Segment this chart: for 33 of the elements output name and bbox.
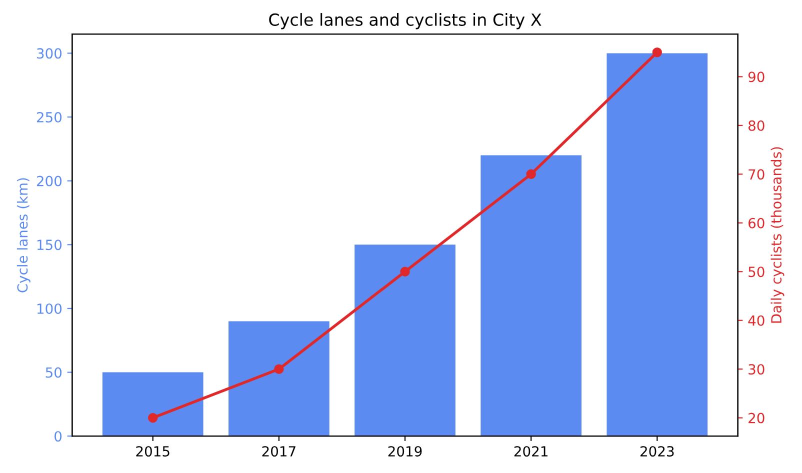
y2-axis-title: Daily cyclists (thousands) bbox=[770, 147, 784, 323]
bar bbox=[228, 321, 330, 436]
point bbox=[148, 412, 158, 423]
y-tick-label: 250 bbox=[36, 112, 62, 122]
chart-title: Cycle lanes and cyclists in City X bbox=[269, 13, 542, 30]
y2-tick-label: 80 bbox=[748, 120, 764, 131]
y-tick-label: 150 bbox=[37, 240, 62, 250]
x-tick-label: 2015 bbox=[136, 446, 170, 457]
bar bbox=[102, 372, 204, 436]
y-tick-label: 100 bbox=[37, 303, 62, 314]
y2-tick-label: 50 bbox=[748, 266, 764, 278]
x-tick-label: 2019 bbox=[388, 446, 422, 457]
y-tick-label: 300 bbox=[37, 48, 62, 59]
y2-tick-label: 20 bbox=[748, 412, 764, 424]
y2-tick-label: 60 bbox=[748, 218, 764, 228]
bar bbox=[354, 244, 456, 436]
bar bbox=[606, 53, 708, 436]
point bbox=[274, 364, 284, 374]
y2-tick-label: 30 bbox=[748, 364, 764, 375]
x-tick-label: 2023 bbox=[640, 446, 674, 457]
point bbox=[652, 47, 662, 58]
point bbox=[400, 266, 410, 276]
x-tick-label: 2021 bbox=[514, 446, 548, 457]
y-axis-title: Cycle lanes (km) bbox=[16, 178, 30, 292]
y2-tick-label: 70 bbox=[748, 169, 764, 180]
y-tick-label: 200 bbox=[36, 176, 62, 186]
x-tick-label: 2017 bbox=[262, 446, 296, 457]
y-tick-label: 50 bbox=[46, 367, 62, 378]
y2-tick-label: 90 bbox=[748, 72, 764, 82]
bar bbox=[480, 155, 582, 436]
point bbox=[526, 169, 536, 180]
y2-tick-label: 40 bbox=[748, 315, 764, 326]
y-tick-label: 0 bbox=[54, 431, 62, 442]
